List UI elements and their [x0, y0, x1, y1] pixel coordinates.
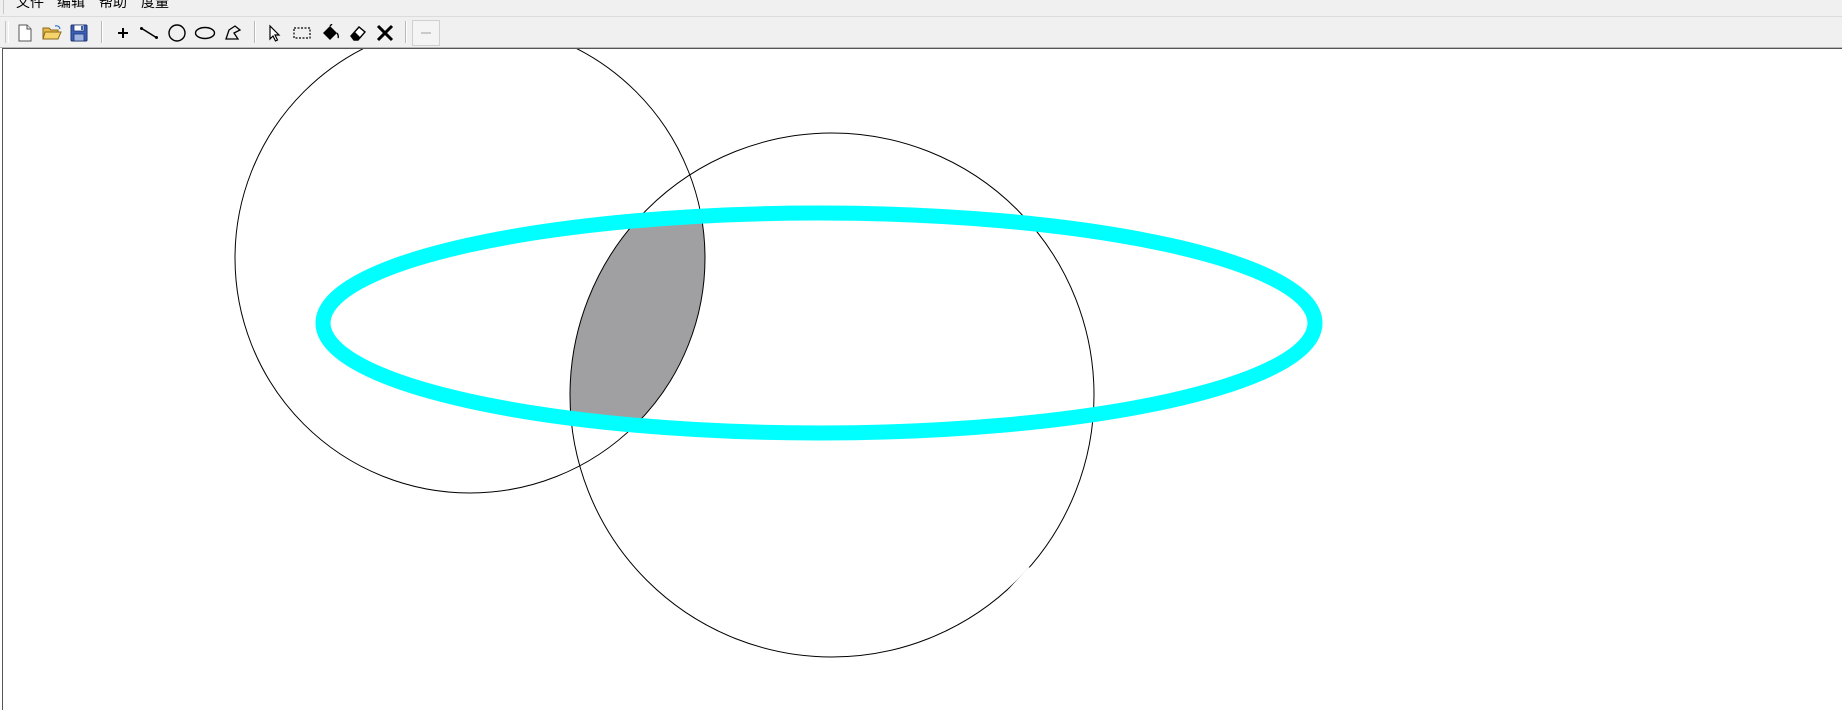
point-tool-button[interactable]: [112, 22, 134, 44]
line-width-icon: [421, 32, 431, 34]
circle-left[interactable]: [234, 49, 706, 494]
drawing-surface[interactable]: [3, 49, 1840, 709]
select-arrow-icon: [269, 24, 281, 42]
circle-right-gap: [1007, 566, 1032, 593]
toolbar: [0, 17, 1842, 48]
ellipse-tool-icon: [194, 26, 216, 40]
line-tool-button[interactable]: [138, 22, 160, 44]
save-button[interactable]: [68, 22, 90, 44]
select-tool-button[interactable]: [263, 22, 285, 44]
fill-tool-button[interactable]: [319, 22, 341, 44]
new-file-button[interactable]: [14, 22, 36, 44]
toolbar-separator: [254, 21, 256, 43]
fill-bucket-icon: [323, 24, 340, 40]
polygon-tool-button[interactable]: [222, 22, 244, 44]
delete-button[interactable]: [374, 22, 396, 44]
menu-bar: 文件 编辑 帮助 度量: [0, 0, 1842, 17]
menu-file[interactable]: 文件: [16, 0, 44, 11]
toolbar-grip: [5, 21, 9, 43]
ellipse-cyan[interactable]: [315, 205, 1323, 441]
new-file-icon: [18, 24, 32, 42]
open-folder-icon: [42, 25, 62, 40]
eraser-icon: [350, 26, 366, 41]
delete-x-icon: [376, 24, 394, 42]
menu-help[interactable]: 帮助: [99, 0, 127, 11]
menu-bar-grip: [3, 0, 6, 14]
rect-select-button[interactable]: [291, 22, 313, 44]
toolbar-separator: [101, 21, 103, 43]
line-tool-icon: [140, 27, 158, 39]
shaded-intersection[interactable]: [570, 133, 1094, 657]
circle-tool-icon: [168, 24, 186, 42]
circle-right[interactable]: [569, 132, 1095, 658]
open-file-button[interactable]: [41, 22, 63, 44]
polygon-tool-icon: [225, 25, 242, 40]
drawing-canvas[interactable]: [2, 48, 1842, 710]
rect-select-icon: [293, 27, 311, 39]
circle-tool-button[interactable]: [166, 22, 188, 44]
line-width-button[interactable]: [412, 20, 440, 46]
menu-edit[interactable]: 编辑: [57, 0, 85, 11]
menu-measure[interactable]: 度量: [141, 0, 169, 11]
ellipse-tool-button[interactable]: [194, 22, 216, 44]
point-tool-icon: [118, 28, 128, 38]
save-disk-icon: [70, 24, 88, 42]
shaded-region-group: [570, 133, 1094, 657]
toolbar-separator: [405, 21, 407, 43]
eraser-tool-button[interactable]: [347, 22, 369, 44]
